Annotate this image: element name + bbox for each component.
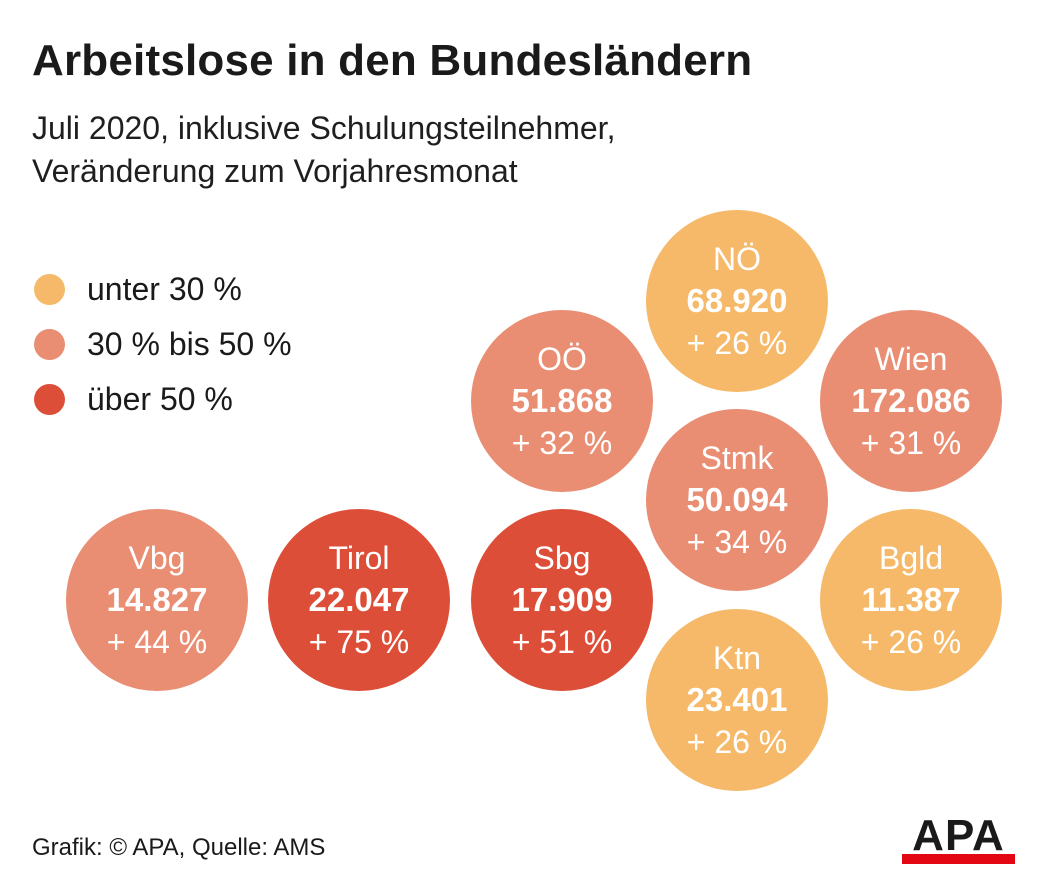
subtitle-line-1: Juli 2020, inklusive Schulungsteilnehmer… xyxy=(32,110,616,146)
bubble-ktn: Ktn 23.401 + 26 % xyxy=(646,609,828,791)
legend-label-over-50: über 50 % xyxy=(87,381,233,417)
bubble-vbg-change: + 44 % xyxy=(106,624,208,660)
bubble-bgld: Bgld 11.387 + 26 % xyxy=(820,509,1002,691)
bubble-noe-value: 68.920 xyxy=(686,282,788,319)
bubble-wien-value: 172.086 xyxy=(851,382,971,419)
bubble-vbg-value: 14.827 xyxy=(106,581,208,618)
legend-item-30-to-50: 30 % bis 50 % xyxy=(34,317,292,372)
bubble-wien: Wien 172.086 + 31 % xyxy=(820,310,1002,492)
bubble-ooe-change: + 32 % xyxy=(511,425,613,461)
apa-logo-bar xyxy=(902,854,1015,864)
chart-subtitle: Juli 2020, inklusive Schulungsteilnehmer… xyxy=(32,107,615,193)
bubble-noe: NÖ 68.920 + 26 % xyxy=(646,210,828,392)
bubble-stmk-name: Stmk xyxy=(700,440,774,476)
bubble-ooe-name: OÖ xyxy=(537,341,587,377)
apa-logo-text: APA xyxy=(912,814,1005,860)
bubble-ooe: OÖ 51.868 + 32 % xyxy=(471,310,653,492)
bubble-noe-name: NÖ xyxy=(713,241,761,277)
bubble-ktn-name: Ktn xyxy=(712,640,762,676)
legend-label-under-30: unter 30 % xyxy=(87,271,242,307)
bubble-bgld-name: Bgld xyxy=(878,540,944,576)
bubble-stmk-value: 50.094 xyxy=(686,481,788,518)
legend-swatch-over-50 xyxy=(34,384,65,415)
legend: unter 30 % 30 % bis 50 % über 50 % xyxy=(34,262,292,427)
bubble-sbg-value: 17.909 xyxy=(511,581,613,618)
bubble-stmk-change: + 34 % xyxy=(686,524,788,560)
apa-logo: APA xyxy=(902,814,1015,864)
bubble-sbg-change: + 51 % xyxy=(511,624,613,660)
bubble-vbg: Vbg 14.827 + 44 % xyxy=(66,509,248,691)
source-credit: Grafik: © APA, Quelle: AMS xyxy=(32,834,326,861)
bubble-wien-name: Wien xyxy=(874,341,948,377)
bubble-bgld-change: + 26 % xyxy=(860,624,962,660)
bubble-noe-change: + 26 % xyxy=(686,325,788,361)
bubble-ktn-value: 23.401 xyxy=(686,681,788,718)
bubble-tirol-value: 22.047 xyxy=(308,581,410,618)
legend-item-under-30: unter 30 % xyxy=(34,262,292,317)
bubble-bgld-value: 11.387 xyxy=(861,581,961,618)
bubble-sbg: Sbg 17.909 + 51 % xyxy=(471,509,653,691)
bubble-tirol: Tirol 22.047 + 75 % xyxy=(268,509,450,691)
bubble-wien-change: + 31 % xyxy=(860,425,962,461)
legend-swatch-30-to-50 xyxy=(34,329,65,360)
chart-title: Arbeitslose in den Bundesländern xyxy=(32,36,753,85)
bubble-ooe-value: 51.868 xyxy=(511,382,613,419)
bubble-vbg-name: Vbg xyxy=(128,540,186,576)
bubble-sbg-name: Sbg xyxy=(533,540,591,576)
bubble-tirol-name: Tirol xyxy=(328,540,390,576)
bubble-ktn-change: + 26 % xyxy=(686,724,788,760)
bubble-tirol-change: + 75 % xyxy=(308,624,410,660)
legend-label-30-to-50: 30 % bis 50 % xyxy=(87,326,292,362)
subtitle-line-2: Veränderung zum Vorjahresmonat xyxy=(32,153,518,189)
legend-item-over-50: über 50 % xyxy=(34,372,292,427)
legend-swatch-under-30 xyxy=(34,274,65,305)
bubble-stmk: Stmk 50.094 + 34 % xyxy=(646,409,828,591)
